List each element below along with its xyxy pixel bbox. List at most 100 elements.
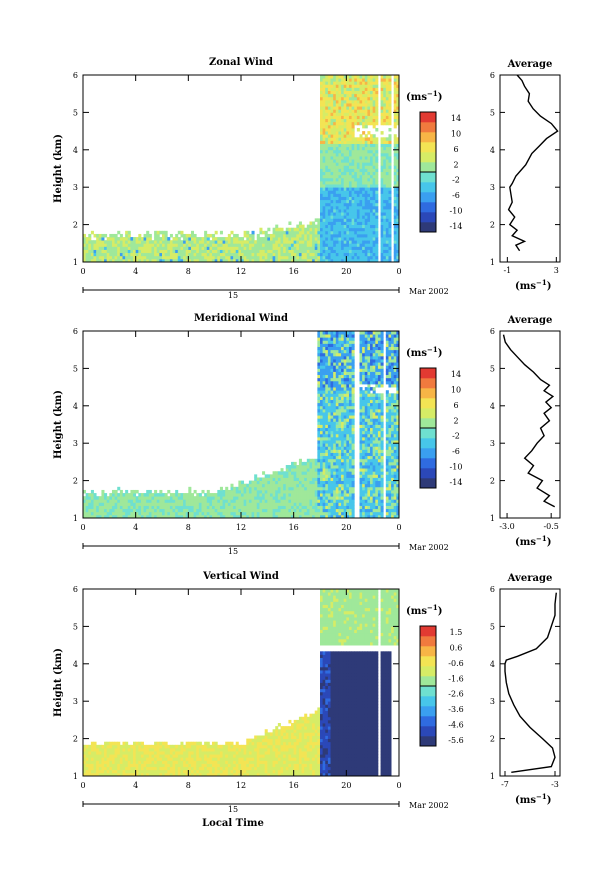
heatmap-cell [372, 224, 376, 229]
heatmap-cell [325, 499, 329, 503]
heatmap-cell [351, 230, 355, 235]
heatmap-cell [330, 511, 334, 516]
heatmap-cell [362, 443, 366, 447]
heatmap-cell [362, 402, 366, 407]
heatmap-cell [346, 393, 350, 397]
heatmap-cell [264, 496, 268, 500]
heatmap-cell [333, 93, 337, 98]
heatmap-cell [346, 449, 350, 453]
heatmap-cell [209, 240, 213, 244]
heatmap-cell [370, 340, 374, 344]
heatmap-cell [370, 402, 374, 407]
heatmap-cell [385, 346, 389, 351]
heatmap-cell [364, 134, 368, 138]
heatmap-cell [101, 233, 105, 238]
heatmap-cell [372, 243, 376, 247]
heatmap-cell [322, 468, 326, 472]
heatmap-cell [188, 496, 192, 500]
heatmap-cell [383, 162, 387, 166]
heatmap-cell [375, 334, 379, 338]
heatmap-cell [343, 374, 347, 379]
heatmap-cell [335, 502, 339, 506]
heatmap-cell [283, 477, 287, 481]
heatmap-cell [177, 514, 181, 519]
heatmap-cell [356, 218, 360, 222]
heatmap-cell [333, 471, 337, 475]
heatmap-cell [341, 396, 345, 400]
heatmap-cell [354, 227, 358, 232]
heatmap-cell [372, 505, 376, 510]
heatmap-cell [385, 215, 389, 219]
heatmap-cell [283, 233, 287, 238]
heatmap-cell [351, 221, 355, 225]
heatmap-cell [372, 115, 376, 120]
heatmap-cell [341, 424, 345, 429]
heatmap-cell [364, 103, 368, 107]
heatmap-cell [85, 511, 89, 516]
heatmap-cell [338, 365, 342, 369]
heatmap-cell [301, 237, 305, 241]
heatmap-cell [333, 349, 337, 354]
heatmap-cell [277, 508, 281, 513]
heatmap-cell [372, 418, 376, 422]
heatmap-cell [396, 212, 400, 216]
heatmap-cell [385, 505, 389, 510]
heatmap-cell [138, 246, 142, 250]
heatmap-cell [222, 505, 226, 510]
heatmap-cell [320, 368, 324, 372]
heatmap-cell [325, 402, 329, 407]
heatmap-cell [312, 477, 316, 481]
heatmap-cell [198, 499, 202, 503]
heatmap-cell [335, 99, 339, 104]
heatmap-cell [362, 465, 366, 469]
heatmap-cell [338, 162, 342, 166]
heatmap-cell [338, 202, 342, 207]
heatmap-cell [370, 471, 374, 475]
heatmap-cell [388, 118, 392, 123]
heatmap-cell [364, 405, 368, 410]
heatmap-cell [320, 143, 324, 148]
heatmap-cell [343, 258, 347, 263]
heatmap-cell [167, 249, 171, 254]
heatmap-cell [380, 424, 384, 429]
heatmap-cell [193, 252, 197, 257]
heatmap-cell [322, 134, 326, 138]
heatmap-cell [117, 243, 121, 247]
heatmap-cell [327, 483, 331, 488]
heatmap-cell [214, 230, 218, 235]
heatmap-cell [370, 109, 374, 113]
heatmap-cell [370, 237, 374, 241]
heatmap-cell [351, 334, 355, 338]
heatmap-cell [293, 477, 297, 481]
heatmap-cell [327, 240, 331, 244]
heatmap-cell [359, 374, 363, 379]
heatmap-cell [296, 514, 300, 519]
heatmap-cell [362, 156, 366, 160]
heatmap-cell [172, 258, 176, 263]
heatmap-cell [346, 415, 350, 419]
heatmap-cell [122, 508, 126, 513]
heatmap-cell [356, 215, 360, 219]
heatmap-cell [346, 405, 350, 410]
heatmap-cell [114, 499, 118, 503]
heatmap-cell [346, 511, 350, 516]
heatmap-cell [348, 396, 352, 400]
heatmap-cell [346, 237, 350, 241]
heatmap-cell [148, 489, 152, 494]
heatmap-cell [325, 237, 329, 241]
heatmap-cell [330, 106, 334, 110]
heatmap-cell [317, 380, 321, 385]
heatmap-cell [362, 93, 366, 98]
heatmap-cell [348, 171, 352, 176]
heatmap-cell [338, 106, 342, 110]
heatmap-cell [140, 252, 144, 257]
heatmap-cell [230, 252, 234, 257]
heatmap-cell [333, 174, 337, 179]
heatmap-cell [246, 508, 250, 513]
heatmap-cell [198, 511, 202, 516]
heatmap-cell [380, 202, 384, 207]
heatmap-cell [359, 405, 363, 410]
heatmap-cell [372, 377, 376, 382]
heatmap-cell [364, 499, 368, 503]
heatmap-cell [169, 508, 173, 513]
